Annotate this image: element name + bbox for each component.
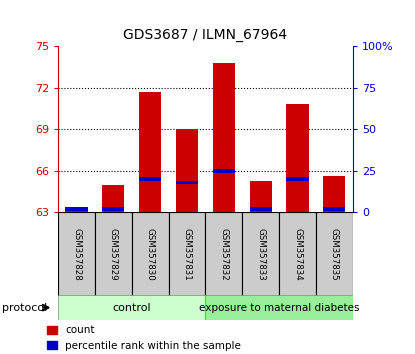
- Bar: [279, 212, 316, 296]
- Text: exposure to maternal diabetes: exposure to maternal diabetes: [199, 303, 359, 313]
- Bar: [213, 169, 235, 173]
- Bar: [102, 207, 124, 211]
- Bar: [286, 104, 309, 212]
- Bar: [286, 177, 309, 181]
- Bar: [66, 207, 88, 211]
- Legend: count, percentile rank within the sample: count, percentile rank within the sample: [47, 325, 242, 351]
- Text: GSM357829: GSM357829: [109, 228, 118, 280]
- Bar: [250, 207, 272, 211]
- Bar: [132, 212, 168, 296]
- Bar: [250, 181, 272, 212]
- Bar: [102, 185, 124, 212]
- Text: GSM357831: GSM357831: [183, 228, 191, 280]
- Bar: [168, 212, 205, 296]
- Text: GSM357832: GSM357832: [220, 228, 228, 280]
- Title: GDS3687 / ILMN_67964: GDS3687 / ILMN_67964: [123, 28, 288, 42]
- Bar: [323, 207, 345, 211]
- Bar: [213, 63, 235, 212]
- Bar: [316, 212, 353, 296]
- Bar: [176, 129, 198, 212]
- Text: GSM357830: GSM357830: [146, 228, 155, 280]
- Bar: [66, 207, 88, 212]
- Bar: [176, 181, 198, 184]
- Bar: [139, 177, 161, 181]
- Bar: [139, 92, 161, 212]
- Bar: [95, 212, 132, 296]
- Bar: [205, 212, 242, 296]
- Text: GSM357835: GSM357835: [330, 228, 339, 280]
- Bar: [242, 212, 279, 296]
- Text: GSM357834: GSM357834: [293, 228, 302, 280]
- Bar: [58, 212, 95, 296]
- Text: GSM357828: GSM357828: [72, 228, 81, 280]
- Text: protocol: protocol: [2, 303, 47, 313]
- Bar: [323, 176, 345, 212]
- Bar: [58, 295, 205, 320]
- Bar: [205, 295, 353, 320]
- Text: control: control: [112, 303, 151, 313]
- Text: GSM357833: GSM357833: [256, 228, 265, 280]
